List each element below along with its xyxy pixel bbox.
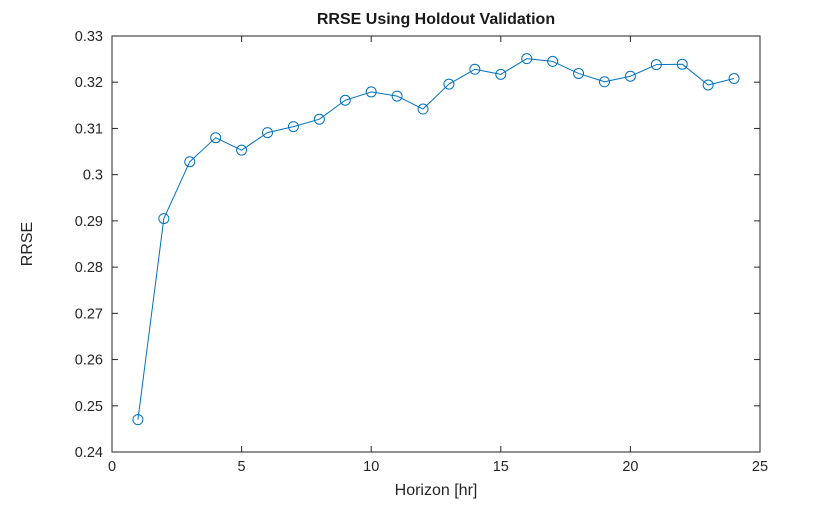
y-tick-label: 0.25 <box>75 399 103 415</box>
x-tick-label: 0 <box>108 459 116 475</box>
y-tick-label: 0.3 <box>83 168 103 184</box>
data-point-marker <box>287 121 299 133</box>
y-tick-label: 0.26 <box>75 353 103 369</box>
data-point-marker <box>495 68 507 80</box>
data-point-marker <box>443 78 455 90</box>
series-line <box>137 58 735 420</box>
x-tick-label: 15 <box>493 459 509 475</box>
data-point-marker <box>262 127 274 139</box>
data-point-marker <box>676 58 688 70</box>
plot-area: 0 5 10 15 20 25 0.24 0.25 0.26 0.27 0.28 0.29 0.3 0.3… <box>75 29 768 475</box>
x-tick-label: 10 <box>363 459 379 475</box>
data-point-marker <box>521 53 533 65</box>
data-point-marker <box>313 113 325 125</box>
x-axis-label: Horizon [hr] <box>395 482 478 499</box>
x-tick-label: 5 <box>238 459 246 475</box>
data-point-marker <box>598 76 610 88</box>
chart-title: RRSE Using Holdout Validation <box>317 11 555 28</box>
data-point-marker <box>702 79 714 91</box>
x-tick-label: 25 <box>752 459 768 475</box>
y-tick-label: 0.27 <box>75 306 103 322</box>
data-point-marker <box>728 73 740 85</box>
y-tick-label: 0.31 <box>75 121 103 137</box>
data-point-marker <box>573 67 585 79</box>
y-tick-label: 0.32 <box>75 75 103 91</box>
y-tick-label: 0.29 <box>75 214 103 230</box>
data-point-marker <box>339 94 351 106</box>
data-point-marker <box>158 213 170 225</box>
data-point-marker <box>210 132 222 144</box>
y-tick-label: 0.33 <box>75 29 103 45</box>
data-point-marker <box>365 86 377 98</box>
x-tick-label: 20 <box>622 459 638 475</box>
data-point-marker <box>132 414 144 426</box>
data-point-marker <box>650 59 662 71</box>
data-point-marker <box>547 55 559 67</box>
data-point-marker <box>184 156 196 168</box>
y-tick-label: 0.24 <box>75 445 103 461</box>
data-point-marker <box>391 90 403 102</box>
y-axis-label: RRSE <box>19 222 36 266</box>
data-point-marker <box>236 144 248 156</box>
data-point-marker <box>469 63 481 75</box>
plot-box <box>111 35 761 453</box>
data-point-marker <box>624 70 636 82</box>
y-tick-label: 0.28 <box>75 260 103 276</box>
data-point-marker <box>417 103 429 115</box>
